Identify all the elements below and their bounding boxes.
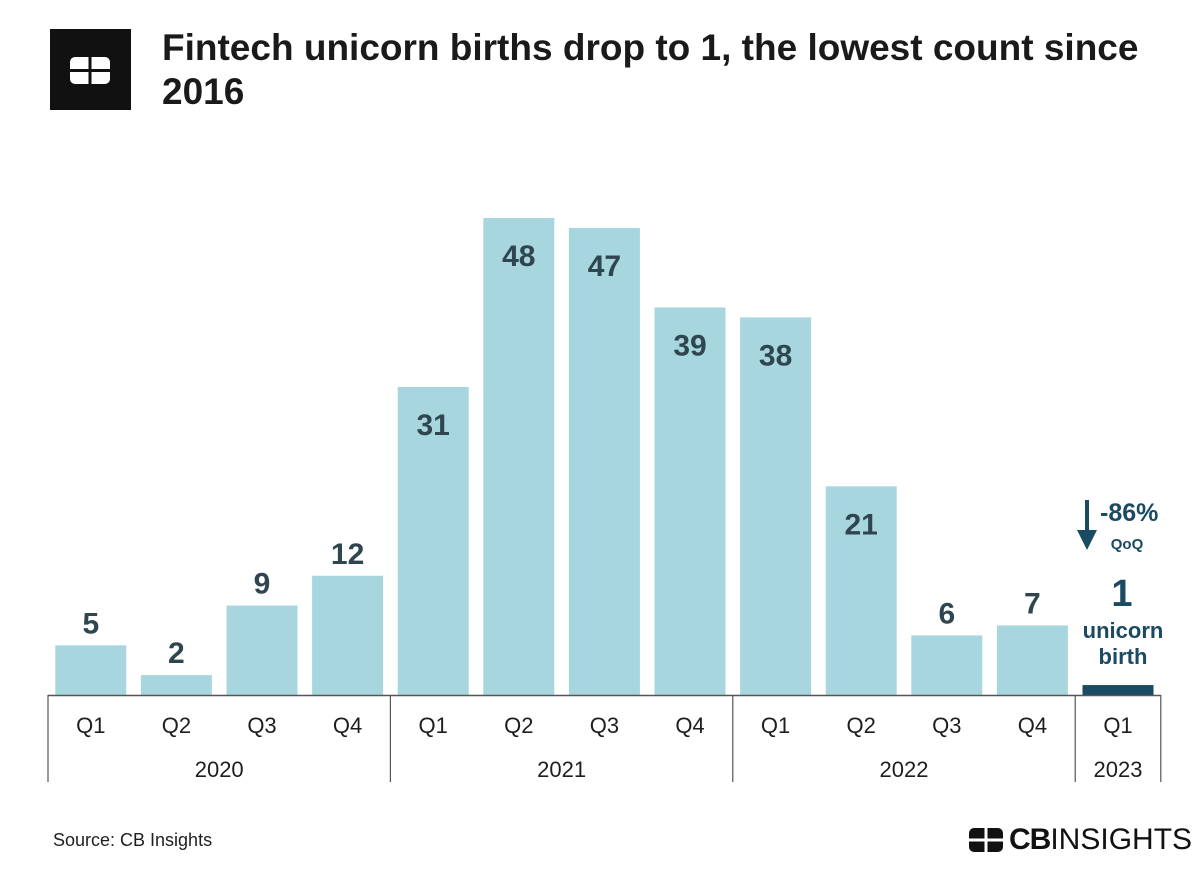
year-label: 2023 <box>1094 757 1143 782</box>
cb-insights-wordmark: CB INSIGHTS <box>969 822 1192 858</box>
bar-value-label: 47 <box>588 250 621 283</box>
x-axis: Q1 Q2 Q3 Q4 Q1 Q2 Q3 Q4 Q1 Q2 Q3 Q4 Q1 2020 2021 2022 20… <box>47 694 1162 782</box>
bar-9 <box>740 317 812 695</box>
annotation-line-1: unicorn <box>1083 618 1164 643</box>
bar-value-label: 31 <box>417 409 450 442</box>
bar-value-label: 21 <box>845 508 878 541</box>
cb-insights-logo-icon <box>70 57 110 84</box>
bars-layer <box>55 218 1154 695</box>
year-label: 2022 <box>880 757 929 782</box>
bar-2 <box>140 675 212 695</box>
bar-value-label: 5 <box>82 607 99 640</box>
x-tick-label: Q2 <box>504 713 533 738</box>
bar-10 <box>825 486 897 695</box>
x-tick-label: Q1 <box>761 713 790 738</box>
bar-4 <box>312 575 384 695</box>
bar-7 <box>568 227 640 695</box>
bar-12 <box>996 625 1068 695</box>
year-label: 2020 <box>195 757 244 782</box>
x-tick-label: Q4 <box>675 713 704 738</box>
bar-5 <box>397 386 469 695</box>
data-labels-layer: 5 2 9 12 31 48 47 39 38 21 6 7 <box>82 240 1040 670</box>
bar-11 <box>911 635 983 695</box>
bar-value-label: 12 <box>331 538 364 571</box>
cb-logo-badge <box>50 29 131 110</box>
bar-value-label: 2 <box>168 637 185 670</box>
brand-cb-text: CB <box>1009 823 1051 856</box>
bar-value-label: 48 <box>502 240 535 273</box>
brand-insights-text: INSIGHTS <box>1050 823 1193 856</box>
x-tick-label: Q2 <box>162 713 191 738</box>
bar-value-label: 6 <box>938 597 955 630</box>
cb-insights-brand-icon <box>969 828 1003 852</box>
change-percent: -86% <box>1100 499 1158 527</box>
annotation-line-2: birth <box>1099 644 1148 669</box>
x-tick-label: Q4 <box>1018 713 1047 738</box>
x-tick-label: Q1 <box>1103 713 1132 738</box>
bar-6 <box>483 218 555 695</box>
x-tick-label: Q3 <box>932 713 961 738</box>
bar-value-label: 38 <box>759 339 792 372</box>
x-tick-label: Q1 <box>76 713 105 738</box>
source-note: Source: CB Insights <box>53 830 213 850</box>
x-tick-label: Q1 <box>419 713 448 738</box>
x-tick-label: Q4 <box>333 713 362 738</box>
last-value-label: 1 <box>1111 573 1132 615</box>
year-label: 2021 <box>537 757 586 782</box>
bar-13 <box>1082 685 1154 695</box>
bar-8 <box>654 307 726 695</box>
bar-value-label: 7 <box>1024 587 1041 620</box>
bar-value-label: 9 <box>254 568 271 601</box>
bar-value-label: 39 <box>673 329 706 362</box>
bar-3 <box>226 605 298 695</box>
change-basis: QoQ <box>1111 536 1144 553</box>
bar-1 <box>55 645 127 695</box>
x-tick-label: Q3 <box>247 713 276 738</box>
x-tick-label: Q3 <box>590 713 619 738</box>
down-arrow-icon <box>1077 500 1097 550</box>
chart-title: Fintech unicorn births drop to 1, the lo… <box>162 27 1139 112</box>
x-tick-label: Q2 <box>847 713 876 738</box>
